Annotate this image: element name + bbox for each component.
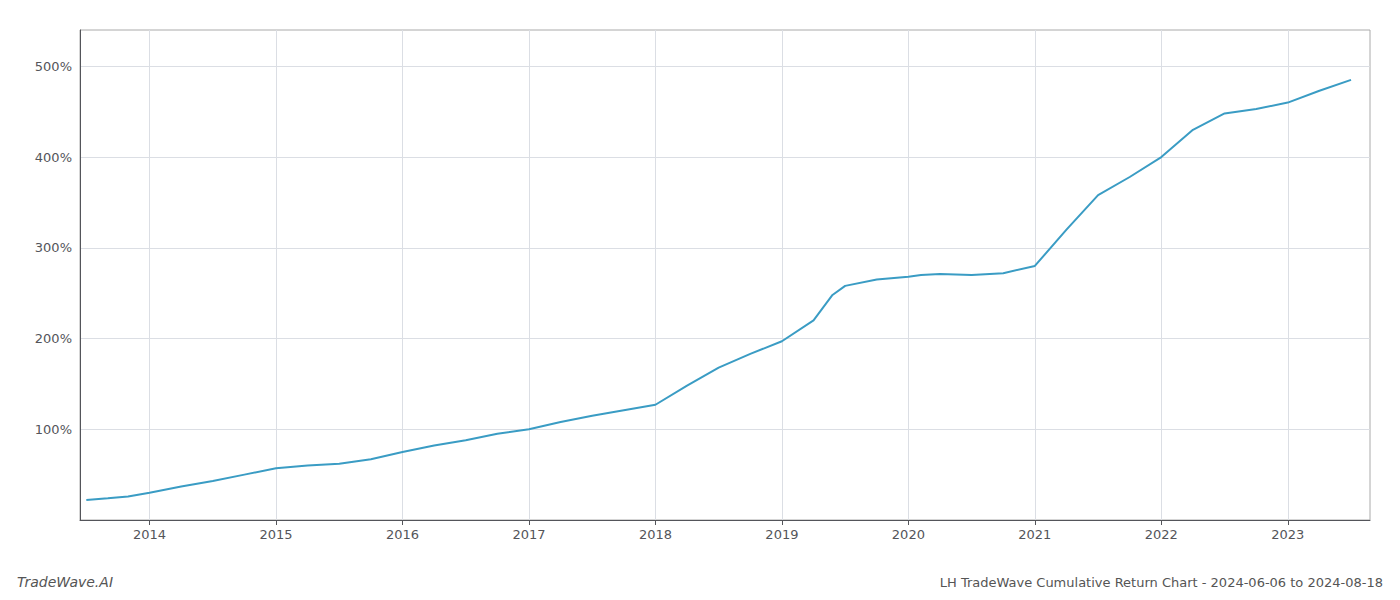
svg-text:2022: 2022	[1145, 527, 1178, 542]
svg-text:2021: 2021	[1018, 527, 1051, 542]
svg-text:300%: 300%	[35, 240, 72, 255]
svg-text:400%: 400%	[35, 150, 72, 165]
svg-text:2015: 2015	[259, 527, 292, 542]
svg-text:2016: 2016	[386, 527, 419, 542]
svg-text:TradeWave.AI: TradeWave.AI	[17, 574, 113, 590]
svg-text:2017: 2017	[512, 527, 545, 542]
svg-text:500%: 500%	[35, 59, 72, 74]
svg-text:2014: 2014	[133, 527, 166, 542]
svg-text:200%: 200%	[35, 331, 72, 346]
svg-text:LH TradeWave Cumulative Return: LH TradeWave Cumulative Return Chart - 2…	[940, 575, 1383, 590]
svg-text:2023: 2023	[1271, 527, 1304, 542]
svg-text:2020: 2020	[892, 527, 925, 542]
svg-text:2019: 2019	[765, 527, 798, 542]
svg-text:2018: 2018	[639, 527, 672, 542]
svg-text:100%: 100%	[35, 422, 72, 437]
